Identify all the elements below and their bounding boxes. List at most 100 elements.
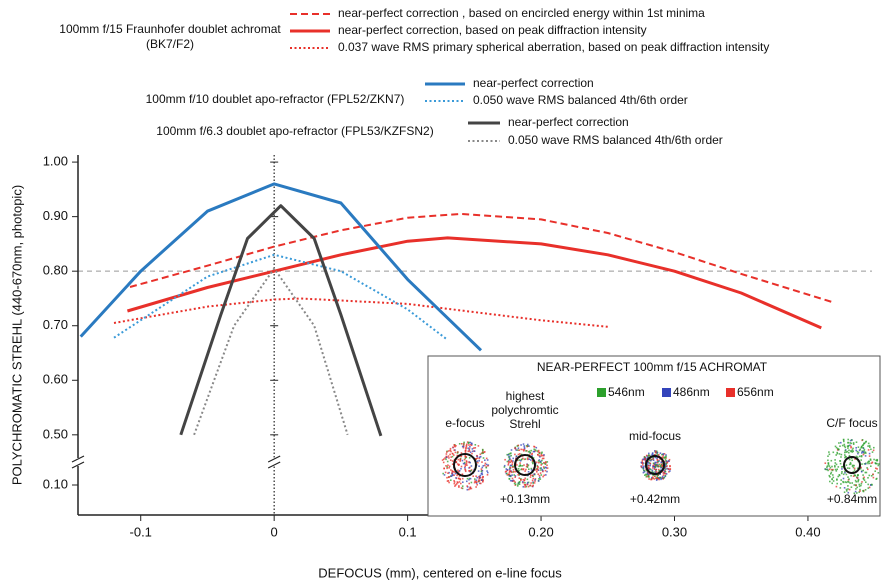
- spot-dot: [513, 480, 515, 482]
- spot-dot: [505, 468, 508, 470]
- spot-dot: [485, 457, 488, 460]
- spot-dot: [465, 446, 467, 449]
- spot-dot: [519, 453, 521, 455]
- y-tick-label: 0.60: [43, 372, 68, 387]
- spot-dot: [856, 450, 859, 453]
- spot-dot: [446, 480, 449, 482]
- spot-dot: [652, 464, 655, 467]
- spot-dot: [855, 449, 857, 452]
- spot-dot: [448, 481, 450, 484]
- spot-dot: [455, 461, 457, 463]
- spot-dot: [657, 465, 659, 467]
- spot-dot: [655, 477, 658, 479]
- spot-dot: [453, 482, 456, 485]
- spot-dot: [663, 457, 666, 459]
- spot-dot: [839, 460, 841, 462]
- spot-dot: [864, 463, 867, 465]
- spot-dot: [507, 464, 510, 466]
- spot-dot: [863, 463, 866, 465]
- spot-dot: [655, 451, 657, 454]
- spot-dot: [453, 474, 455, 476]
- spot-dot: [465, 456, 467, 458]
- y-tick-label: 0.70: [43, 317, 68, 332]
- axis-break: [72, 458, 84, 466]
- spot-dot: [485, 463, 488, 466]
- spot-dot: [534, 480, 536, 482]
- spot-dot: [524, 458, 527, 460]
- spot-dot: [476, 460, 479, 462]
- spot-dot: [855, 488, 857, 490]
- spot-dot: [857, 446, 860, 448]
- spot-dot: [444, 471, 447, 474]
- spot-dot: [845, 473, 848, 476]
- spot-dot: [863, 442, 866, 444]
- spot-dot: [484, 462, 487, 465]
- spot-dot: [856, 492, 858, 494]
- spot-dot: [868, 460, 870, 463]
- spot-dot: [657, 460, 660, 463]
- spot-dot: [664, 468, 667, 470]
- spot-dot: [867, 483, 869, 486]
- spot-dot: [546, 464, 548, 467]
- spot-dot: [542, 466, 545, 468]
- spot-dot: [666, 465, 668, 467]
- spot-dot: [526, 483, 529, 486]
- spot-dot: [660, 478, 662, 481]
- spot-dot: [643, 470, 645, 472]
- spot-dot: [828, 468, 831, 471]
- spot-dot: [863, 449, 865, 452]
- spot-dot: [654, 471, 657, 473]
- spot-dot: [517, 447, 520, 449]
- spot-dot: [513, 482, 516, 485]
- spot-dot: [873, 458, 875, 461]
- spot-dot: [460, 467, 462, 470]
- spot-dot: [466, 461, 468, 463]
- spot-dot: [468, 457, 471, 459]
- spot-dot: [527, 485, 530, 488]
- spot-dot: [543, 454, 545, 456]
- series-line: [129, 212, 835, 304]
- series-line: [113, 297, 608, 328]
- spot-dot: [528, 458, 530, 460]
- spot-dot: [876, 462, 878, 465]
- spot-dot: [643, 456, 646, 458]
- spot-offset: +0.13mm: [500, 492, 550, 506]
- spot-dot: [544, 463, 547, 465]
- spot-dot: [832, 474, 834, 476]
- spot-dot: [528, 445, 530, 447]
- spot-dot: [858, 485, 861, 488]
- spot-dot: [541, 457, 544, 460]
- spot-dot: [534, 478, 536, 481]
- spot-dot: [482, 480, 484, 482]
- spot-dot: [446, 467, 448, 470]
- spot-dot: [450, 469, 452, 471]
- spot-dot: [852, 475, 855, 477]
- spot-dot: [840, 456, 842, 458]
- spot-dot: [484, 459, 486, 461]
- spot-dot: [510, 452, 512, 454]
- spot-dot: [447, 450, 450, 452]
- spot-label: mid-focus: [629, 429, 681, 443]
- spot-offset: +0.84mm: [827, 492, 877, 506]
- spot-dot: [527, 458, 529, 461]
- spot-dot: [834, 459, 836, 461]
- spot-dot: [863, 479, 866, 482]
- spot-dot: [860, 446, 863, 448]
- spot-dot: [658, 463, 661, 466]
- spot-dot: [843, 487, 846, 489]
- spot-dot: [469, 461, 471, 464]
- spot-dot: [531, 485, 533, 488]
- spot-dot: [649, 462, 652, 465]
- spot-dot: [474, 447, 477, 449]
- spot-dot: [468, 470, 470, 472]
- spot-dot: [847, 476, 849, 478]
- spot-dot: [847, 480, 849, 483]
- spot-dot: [867, 442, 870, 445]
- spot-dot: [838, 442, 840, 444]
- spot-dot: [862, 451, 865, 453]
- spot-dot: [456, 451, 459, 453]
- spot-dot: [534, 449, 537, 451]
- spot-dot: [832, 476, 835, 479]
- spot-dot: [532, 475, 534, 477]
- spot-dot: [456, 463, 459, 465]
